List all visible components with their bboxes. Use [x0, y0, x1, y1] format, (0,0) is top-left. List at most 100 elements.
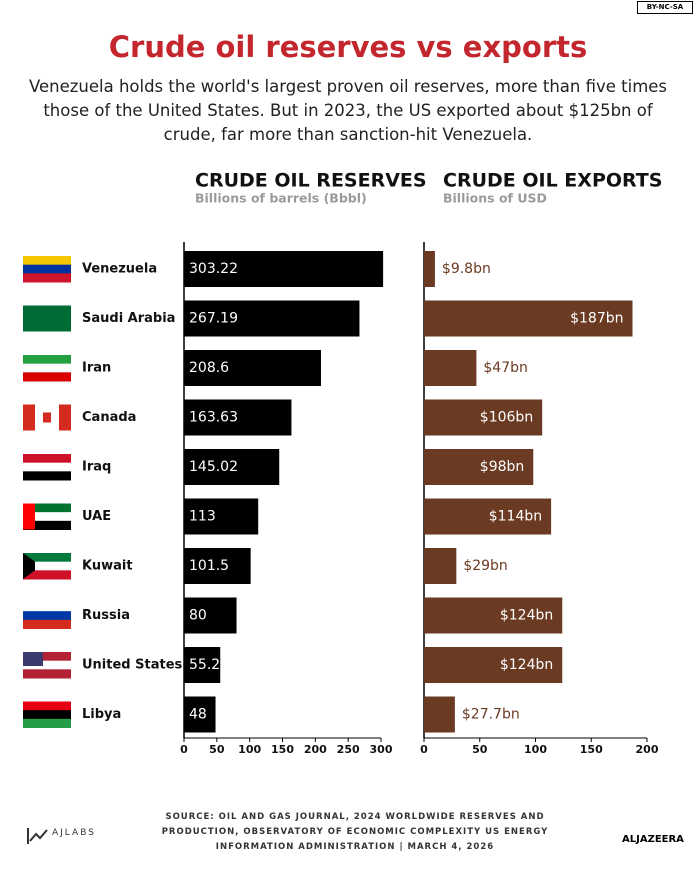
bar — [424, 696, 455, 733]
panel-subtitle: Billions of barrels (Bbbl) — [195, 191, 367, 206]
flag-stripe — [23, 718, 71, 728]
flag — [23, 602, 71, 629]
x-tick-label: 0 — [180, 743, 188, 756]
bar — [184, 498, 259, 535]
flag — [23, 404, 71, 431]
value-label: 55.2 — [189, 657, 220, 673]
flag-stripe — [23, 454, 71, 464]
bar — [184, 251, 384, 287]
value-label: $47bn — [483, 360, 527, 376]
flag-band — [23, 404, 35, 431]
value-label: 163.63 — [189, 410, 238, 426]
x-tick-label: 300 — [370, 743, 393, 756]
flag-stripe — [23, 570, 71, 580]
bar — [424, 251, 435, 287]
bar — [184, 399, 292, 436]
value-label: $29bn — [463, 558, 507, 574]
x-tick-label: 250 — [337, 743, 360, 756]
panel-title: CRUDE OIL EXPORTS — [443, 170, 662, 192]
x-tick-label: 0 — [420, 743, 428, 756]
flag-stripe — [23, 669, 71, 679]
title: Crude oil reserves vs exports — [108, 30, 588, 64]
value-label: $9.8bn — [442, 261, 491, 277]
flag-hoist — [23, 503, 35, 530]
category-label: United States — [82, 658, 183, 673]
x-tick-label: 50 — [209, 743, 225, 756]
flag-stripe — [23, 710, 71, 720]
flag-stripe — [23, 602, 71, 612]
flag-stripe — [23, 701, 71, 711]
bar — [184, 449, 280, 485]
panel-title: CRUDE OIL RESERVES — [195, 170, 427, 192]
x-tick-label: 150 — [271, 743, 294, 756]
flag — [23, 454, 71, 481]
flag — [23, 305, 71, 332]
brand-left: AJLABS — [52, 828, 96, 838]
flag — [23, 256, 71, 283]
category-label: Canada — [82, 410, 136, 425]
bar — [424, 449, 534, 485]
x-tick-label: 100 — [238, 743, 261, 756]
flag-leaf — [43, 412, 51, 423]
flag-stripe — [23, 619, 71, 629]
value-label: $27.7bn — [462, 707, 520, 723]
bar — [424, 498, 552, 535]
bar — [424, 597, 563, 634]
flag-hoist — [23, 553, 35, 579]
value-label: 48 — [189, 707, 207, 723]
flag-stripe — [23, 363, 71, 373]
value-label: $187bn — [570, 311, 623, 327]
x-tick-label: 150 — [580, 743, 603, 756]
value-label: 303.22 — [189, 261, 238, 277]
category-label: Saudi Arabia — [82, 311, 175, 326]
brand-right: ALJAZEERA — [622, 834, 684, 845]
category-label: Iraq — [82, 460, 111, 475]
category-label: Russia — [82, 608, 130, 623]
bar — [184, 647, 221, 683]
category-label: Iran — [82, 361, 111, 376]
bar — [424, 300, 633, 337]
x-tick-label: 200 — [636, 743, 659, 756]
flag-stripe — [23, 553, 71, 563]
value-label: $124bn — [500, 608, 553, 624]
flag-stripe — [23, 471, 71, 481]
ajlabs-logo — [27, 828, 48, 844]
bar — [424, 548, 457, 584]
panel-subtitle: Billions of USD — [443, 191, 547, 206]
bar — [184, 548, 251, 584]
flag-stripe — [23, 264, 71, 274]
x-tick-label: 50 — [472, 743, 488, 756]
category-label: UAE — [82, 509, 111, 524]
flag-stripe — [23, 273, 71, 283]
category-label: Venezuela — [82, 262, 157, 277]
value-label: 101.5 — [189, 558, 229, 574]
flag — [23, 553, 71, 580]
flag-stripe — [23, 660, 71, 670]
value-label: $98bn — [480, 459, 524, 475]
license-badge: BY-NC-SA — [637, 1, 693, 14]
x-tick-label: 200 — [304, 743, 327, 756]
flag-band — [59, 404, 71, 431]
bar — [424, 399, 543, 436]
flag-stripe — [23, 372, 71, 382]
flag-stripe — [23, 652, 71, 662]
flag-stripe — [23, 256, 71, 266]
x-tick-label: 100 — [524, 743, 547, 756]
source: SOURCE: OIL AND GAS JOURNAL, 2024 WORLDW… — [161, 812, 549, 852]
flag — [23, 503, 71, 530]
flag-stripe — [23, 611, 71, 621]
flag — [23, 652, 71, 679]
bar — [184, 300, 360, 337]
value-label: 113 — [189, 509, 216, 525]
value-label: 208.6 — [189, 360, 229, 376]
value-label: $106bn — [480, 410, 533, 426]
value-label: $114bn — [489, 509, 542, 525]
value-label: 267.19 — [189, 311, 238, 327]
value-label: 145.02 — [189, 459, 238, 475]
flag-field — [23, 305, 71, 332]
category-label: Kuwait — [82, 559, 133, 574]
bar — [184, 350, 321, 386]
bar — [184, 696, 216, 733]
